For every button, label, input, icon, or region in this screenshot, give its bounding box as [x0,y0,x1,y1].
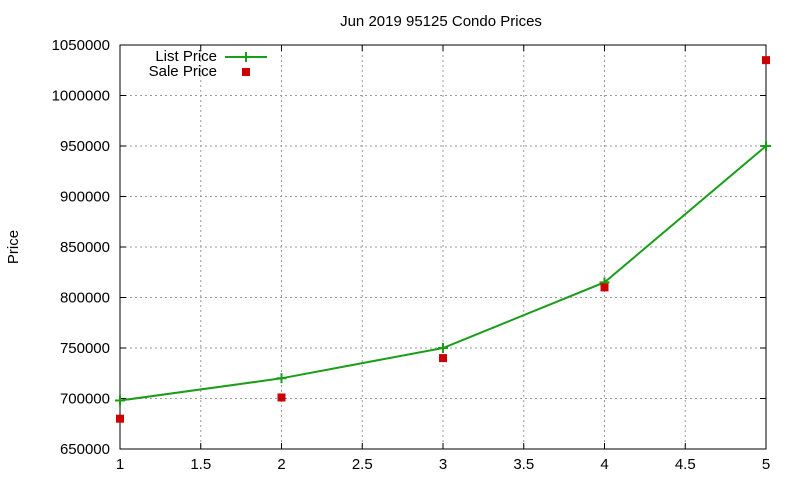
sale-price-point [277,393,286,402]
x-tick-label: 1.5 [190,456,211,473]
y-axis-label: Price [5,230,22,264]
legend-marker-sale-price [242,68,250,76]
y-tick-label: 750000 [60,340,110,357]
legend: List Price Sale Price [149,48,267,80]
list-price-point [761,141,771,151]
sale-price-point [762,56,770,65]
list-price-line [119,145,767,402]
x-tick-label: 2.5 [352,456,373,473]
x-tick-label: 3.5 [513,456,534,473]
series-group [115,56,771,423]
y-tick-label: 850000 [60,239,110,256]
sale-price-point [439,354,447,363]
x-tick-label: 3 [439,456,447,473]
x-tick-label: 2 [277,456,285,473]
sale-price-point [600,283,609,292]
x-tick-label: 4 [600,456,608,473]
x-tick-label: 4.5 [675,456,696,473]
sale-price-point [116,414,124,423]
list-price-point [438,343,448,353]
grid [120,45,766,449]
y-tick-label: 650000 [60,441,110,458]
y-tick-label: 800000 [60,290,110,307]
x-tick-label: 1 [116,456,124,473]
axis-ticks: 1 1.5 2 2.5 3 3.5 4 4.5 5 650000 700000 750000 80000… [52,37,771,473]
y-tick-label: 700000 [60,391,110,408]
legend-marker-list-price [241,52,251,62]
legend-label-list-price: List Price [155,48,217,65]
legend-label-sale-price: Sale Price [149,63,217,80]
list-price-point [276,373,287,384]
chart-title: Jun 2019 95125 Condo Prices [340,13,542,30]
list-price-point [115,395,125,406]
y-tick-label: 1050000 [52,37,110,54]
x-tick-label: 5 [762,456,770,473]
y-tick-label: 900000 [60,189,110,206]
y-tick-label: 950000 [60,138,110,155]
y-tick-label: 1000000 [52,88,110,105]
